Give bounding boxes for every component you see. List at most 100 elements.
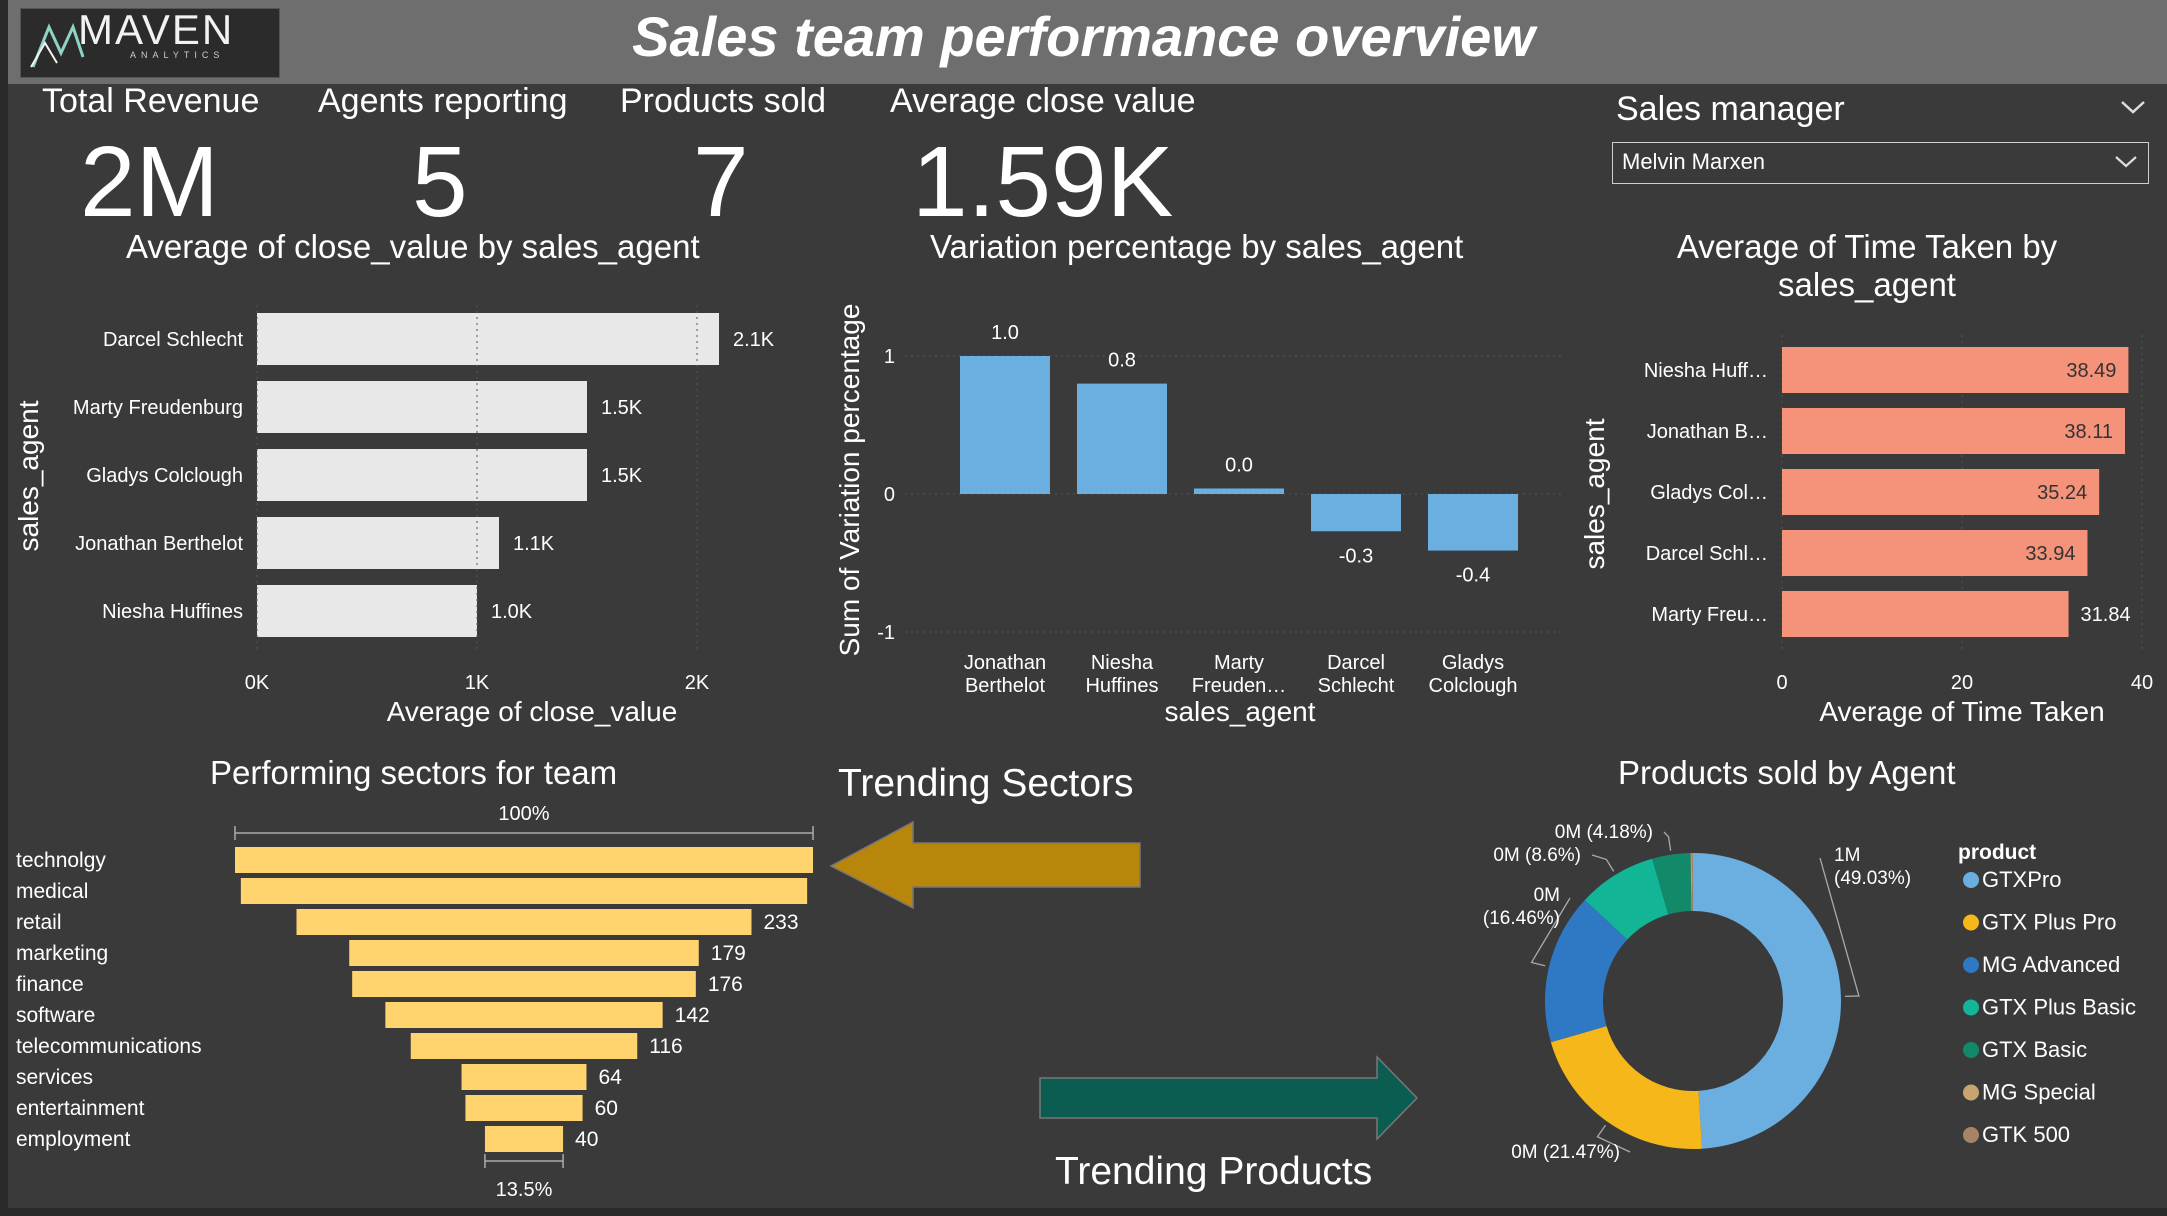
donut-data-label: 0M (4.18%) (1555, 822, 1653, 843)
funnel-data-label: 179 (711, 942, 746, 965)
funnel-data-label: 40 (575, 1128, 598, 1151)
x-tick-label: Freuden… (1192, 675, 1287, 697)
kpi-value-average-close-value: 1.59K (912, 126, 1174, 238)
bar-data-label: 31.84 (2081, 604, 2131, 626)
x-tick-label: 40 (2131, 672, 2153, 694)
y-axis-title: Sum of Variation percentage (834, 304, 865, 657)
dropdown-chevron-down-icon[interactable] (2112, 152, 2140, 172)
y-axis-title: sales_agent (1579, 418, 1610, 569)
x-tick-label: Huffines (1085, 675, 1158, 697)
donut-leader-line (1819, 857, 1860, 998)
donut-data-label: (49.03%) (1834, 868, 1911, 889)
bar-data-label: 1.5K (601, 465, 643, 487)
funnel-bar[interactable] (465, 1095, 583, 1121)
x-tick-label: 0K (245, 672, 270, 694)
donut-slice[interactable] (1545, 899, 1628, 1043)
x-axis-title: Average of Time Taken (1819, 696, 2104, 727)
trending-products-label: Trending Products (1055, 1150, 1373, 1193)
products-donut-chart: 1M(49.03%) 0M (21.47%) 0M(16.46%) 0M (8.6%)… (1483, 822, 2136, 1163)
bar-time-taken[interactable] (1782, 347, 2129, 393)
funnel-bar[interactable] (410, 1033, 638, 1059)
donut-data-label: (16.46%) (1483, 908, 1560, 929)
legend-entry[interactable]: MG Special (1982, 1080, 2096, 1105)
sales-manager-selected: Melvin Marxen (1622, 149, 1766, 174)
legend-marker[interactable] (1963, 872, 1979, 888)
funnel-bar[interactable] (235, 847, 813, 873)
funnel-category-label: entertainment (16, 1097, 145, 1120)
bar-close-value[interactable] (257, 585, 477, 637)
funnel-bar[interactable] (461, 1064, 587, 1090)
x-tick-label: Darcel (1327, 652, 1385, 674)
bar-variation[interactable] (1077, 383, 1167, 494)
donut-slice[interactable] (1584, 858, 1669, 940)
funnel-category-label: finance (16, 973, 84, 996)
bar-time-taken[interactable] (1782, 530, 2088, 576)
sales-manager-dropdown[interactable] (1612, 142, 2149, 184)
funnel-category-label: services (16, 1066, 93, 1089)
x-tick-label: Gladys (1442, 652, 1504, 674)
donut-data-label: 1M (1834, 845, 1860, 866)
funnel-data-label: 142 (675, 1004, 710, 1027)
donut-slice[interactable] (1652, 853, 1692, 915)
legend-entry[interactable]: GTK 500 (1982, 1122, 2070, 1147)
bar-variation[interactable] (1194, 488, 1284, 494)
donut-slice[interactable] (1691, 853, 1693, 912)
x-axis-title: Average of close_value (387, 696, 678, 727)
y-tick-label: 1 (884, 346, 895, 368)
legend-entry[interactable]: GTX Plus Basic (1982, 995, 2136, 1020)
legend-marker[interactable] (1963, 957, 1979, 973)
funnel-bar[interactable] (352, 971, 696, 997)
bar-close-value[interactable] (257, 449, 587, 501)
slicer-label: Sales manager (1616, 90, 1845, 128)
funnel-category-label: medical (16, 880, 88, 903)
legend-entry[interactable]: MG Advanced (1982, 952, 2120, 977)
donut-slice[interactable] (1690, 853, 1693, 912)
funnel-bar[interactable] (296, 909, 752, 935)
donut-slice[interactable] (1693, 853, 1842, 1149)
bar-variation[interactable] (960, 356, 1050, 494)
bar-close-value[interactable] (257, 381, 587, 433)
trending-products-arrow (1039, 1055, 1419, 1141)
bar-data-label: 33.94 (2025, 543, 2075, 565)
funnel-data-label: 116 (649, 1035, 682, 1058)
legend-entry[interactable]: GTX Basic (1982, 1037, 2087, 1062)
bar-close-value[interactable] (257, 517, 499, 569)
donut-slice[interactable] (1550, 1026, 1703, 1149)
header-bar (0, 0, 2167, 84)
trending-sectors-label: Trending Sectors (838, 762, 1134, 805)
bar-time-taken[interactable] (1782, 591, 2069, 637)
funnel-bar[interactable] (240, 878, 808, 904)
bar-data-label: 38.11 (2064, 421, 2113, 443)
legend-entry[interactable]: GTXPro (1982, 867, 2061, 892)
bar-category-label: Niesha Huff… (1644, 360, 1768, 382)
legend-marker[interactable] (1963, 1042, 1979, 1058)
legend-marker[interactable] (1963, 1127, 1979, 1143)
funnel-category-label: marketing (16, 942, 108, 965)
legend-entry[interactable]: GTX Plus Pro (1982, 910, 2116, 935)
x-tick-label: Schlecht (1318, 675, 1395, 697)
x-tick-label: Marty (1214, 652, 1264, 674)
funnel-data-label: 233 (763, 911, 798, 934)
funnel-bar[interactable] (385, 1002, 663, 1028)
legend-marker[interactable] (1963, 1084, 1979, 1101)
maven-logo-icon (30, 22, 85, 68)
bar-variation[interactable] (1428, 494, 1518, 551)
bar-close-value[interactable] (257, 313, 719, 365)
x-tick-label: Niesha (1091, 652, 1154, 674)
bar-category-label: Darcel Schl… (1646, 543, 1768, 565)
bar-time-taken[interactable] (1782, 469, 2100, 515)
slicer-collapse-chevron-icon[interactable] (2118, 96, 2148, 118)
funnel-bar[interactable] (484, 1126, 564, 1152)
legend-marker[interactable] (1963, 999, 1979, 1016)
bar-variation[interactable] (1311, 494, 1401, 532)
legend-marker[interactable] (1963, 914, 1979, 931)
funnel-category-label: technolgy (16, 849, 106, 872)
y-axis-title: sales_agent (13, 400, 44, 551)
bar-category-label: Darcel Schlecht (103, 329, 244, 351)
logo-text: MAVEN (78, 6, 235, 53)
bar-time-taken[interactable] (1782, 408, 2125, 454)
bar-data-label: -0.3 (1339, 545, 1373, 567)
donut-data-label: 0M (8.6%) (1493, 845, 1581, 866)
funnel-bar[interactable] (349, 940, 699, 966)
donut-data-label: 0M (1534, 885, 1560, 906)
